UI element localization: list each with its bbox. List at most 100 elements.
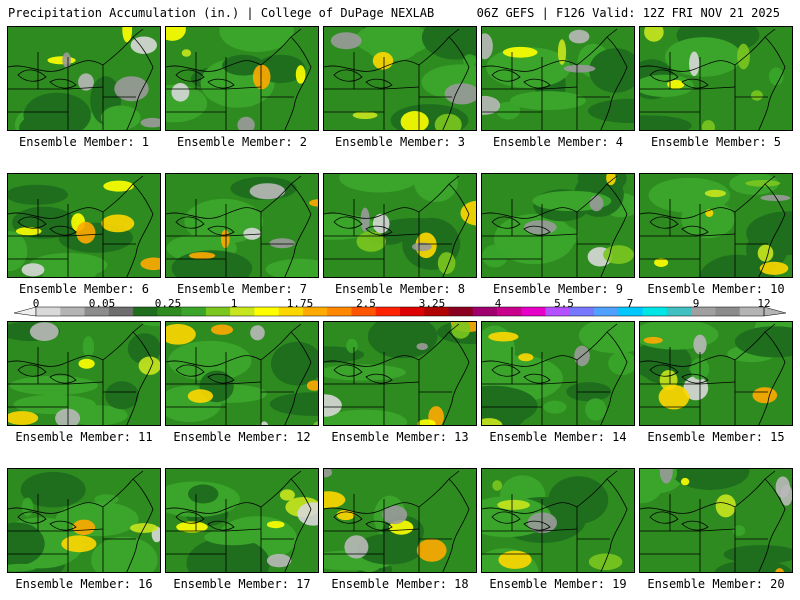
precip-map bbox=[640, 174, 792, 277]
boundary-line bbox=[284, 36, 312, 130]
boundary-line bbox=[166, 502, 262, 514]
lake-outline bbox=[333, 511, 393, 531]
boundary-line bbox=[442, 331, 470, 425]
ensemble-member-label: Ensemble Member: 20 bbox=[647, 577, 785, 591]
boundary-line bbox=[324, 86, 420, 90]
precip-map bbox=[482, 470, 628, 572]
boundary-line bbox=[758, 478, 786, 572]
precip-contour bbox=[176, 521, 208, 533]
ensemble-map-panel bbox=[639, 26, 793, 131]
boundary-line bbox=[324, 381, 420, 385]
precip-contour bbox=[269, 392, 318, 416]
boundary-line bbox=[418, 470, 460, 508]
precip-contour bbox=[757, 244, 774, 262]
precip-contour bbox=[9, 375, 98, 396]
precip-contour bbox=[237, 116, 255, 130]
scale-swatch bbox=[594, 307, 619, 316]
ensemble-member-label: Ensemble Member: 8 bbox=[334, 282, 466, 296]
scale-swatch bbox=[205, 307, 231, 316]
precip-contour bbox=[324, 469, 333, 478]
precip-contour bbox=[644, 27, 664, 42]
precip-contour bbox=[260, 421, 269, 425]
precip-contour bbox=[47, 56, 76, 65]
scale-swatch bbox=[691, 307, 716, 316]
precip-contour bbox=[246, 97, 255, 107]
boundary-line bbox=[102, 470, 144, 508]
precip-contour bbox=[482, 418, 503, 425]
precip-map bbox=[8, 27, 160, 130]
boundary-line bbox=[600, 331, 628, 425]
scale-swatch bbox=[254, 307, 279, 316]
precip-contour bbox=[220, 229, 230, 249]
scale-swatch bbox=[424, 307, 449, 316]
precip-contour bbox=[181, 49, 192, 57]
boundary-line bbox=[8, 502, 104, 514]
precip-contour bbox=[297, 502, 318, 526]
scale-swatch bbox=[400, 307, 425, 316]
precip-contour bbox=[100, 105, 141, 130]
precip-map bbox=[324, 27, 476, 130]
ensemble-map-panel bbox=[165, 173, 319, 278]
lake-outline bbox=[649, 216, 709, 236]
precip-contour bbox=[249, 183, 286, 200]
boundary-line bbox=[758, 183, 786, 277]
scale-swatch bbox=[448, 307, 474, 316]
precip-contour bbox=[356, 533, 423, 565]
precip-map bbox=[482, 322, 634, 425]
precip-contour bbox=[681, 200, 735, 239]
lake-outline bbox=[491, 511, 551, 531]
boundary-line bbox=[482, 60, 578, 72]
precip-contour bbox=[715, 494, 736, 518]
boundary-line bbox=[600, 36, 628, 130]
boundary-line bbox=[442, 36, 470, 130]
ensemble-map-panel bbox=[323, 26, 477, 131]
precip-contour bbox=[171, 83, 190, 102]
precip-contour bbox=[306, 380, 318, 391]
precip-contour bbox=[243, 227, 261, 240]
precip-contour bbox=[269, 238, 295, 249]
boundary-line bbox=[758, 331, 786, 425]
precip-contour bbox=[737, 43, 750, 70]
ensemble-member-label: Ensemble Member: 2 bbox=[176, 135, 308, 149]
precip-contour bbox=[168, 340, 252, 381]
precip-contour bbox=[585, 398, 607, 421]
scale-tick-label: 9 bbox=[692, 297, 700, 310]
precip-contour bbox=[78, 358, 95, 369]
precip-contour bbox=[568, 29, 590, 44]
scale-tick-label: 0.05 bbox=[88, 297, 116, 310]
precip-map bbox=[324, 174, 476, 277]
precip-contour bbox=[8, 184, 68, 205]
precip-contour bbox=[492, 480, 503, 491]
precip-contour bbox=[94, 494, 119, 505]
lake-outline bbox=[175, 69, 235, 89]
scale-swatch bbox=[181, 307, 207, 316]
precip-contour bbox=[552, 226, 579, 247]
scale-tick-label: 1 bbox=[230, 297, 238, 310]
precip-contour bbox=[699, 254, 775, 277]
ensemble-map-panel bbox=[7, 173, 161, 278]
scale-swatch bbox=[351, 307, 377, 316]
precip-contour bbox=[654, 258, 669, 267]
precip-map bbox=[8, 470, 160, 572]
precip-contour bbox=[346, 338, 358, 353]
boundary-line bbox=[324, 207, 420, 219]
boundary-line bbox=[640, 207, 736, 219]
precip-contour bbox=[219, 27, 294, 52]
precip-contour bbox=[780, 484, 792, 506]
precip-contour bbox=[356, 231, 386, 252]
lake-outline bbox=[649, 364, 709, 384]
precip-contour bbox=[271, 341, 318, 386]
precip-contour bbox=[683, 376, 709, 401]
precip-contour bbox=[324, 409, 408, 425]
precip-contour bbox=[344, 535, 369, 559]
precip-contour bbox=[589, 195, 604, 212]
precip-contour bbox=[279, 489, 295, 501]
precip-contour bbox=[8, 411, 39, 425]
boundary-line bbox=[640, 355, 736, 367]
scale-swatch bbox=[569, 307, 595, 316]
precip-contour bbox=[502, 46, 538, 58]
precip-contour bbox=[324, 364, 407, 381]
boundary-line bbox=[640, 60, 736, 72]
scale-swatch bbox=[715, 307, 741, 316]
ensemble-map-panel bbox=[323, 468, 477, 573]
